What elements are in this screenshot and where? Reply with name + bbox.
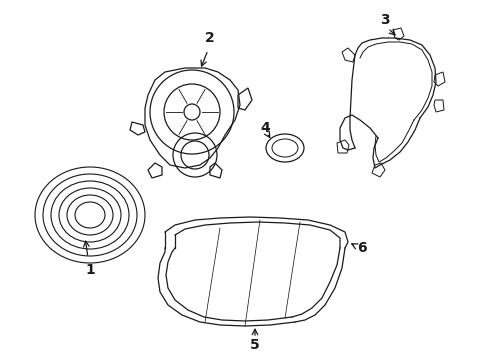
Text: 1: 1 <box>85 263 95 277</box>
Text: 3: 3 <box>380 13 390 27</box>
Text: 6: 6 <box>357 241 367 255</box>
Text: 2: 2 <box>205 31 215 45</box>
Text: 5: 5 <box>250 338 260 352</box>
Text: 4: 4 <box>260 121 270 135</box>
